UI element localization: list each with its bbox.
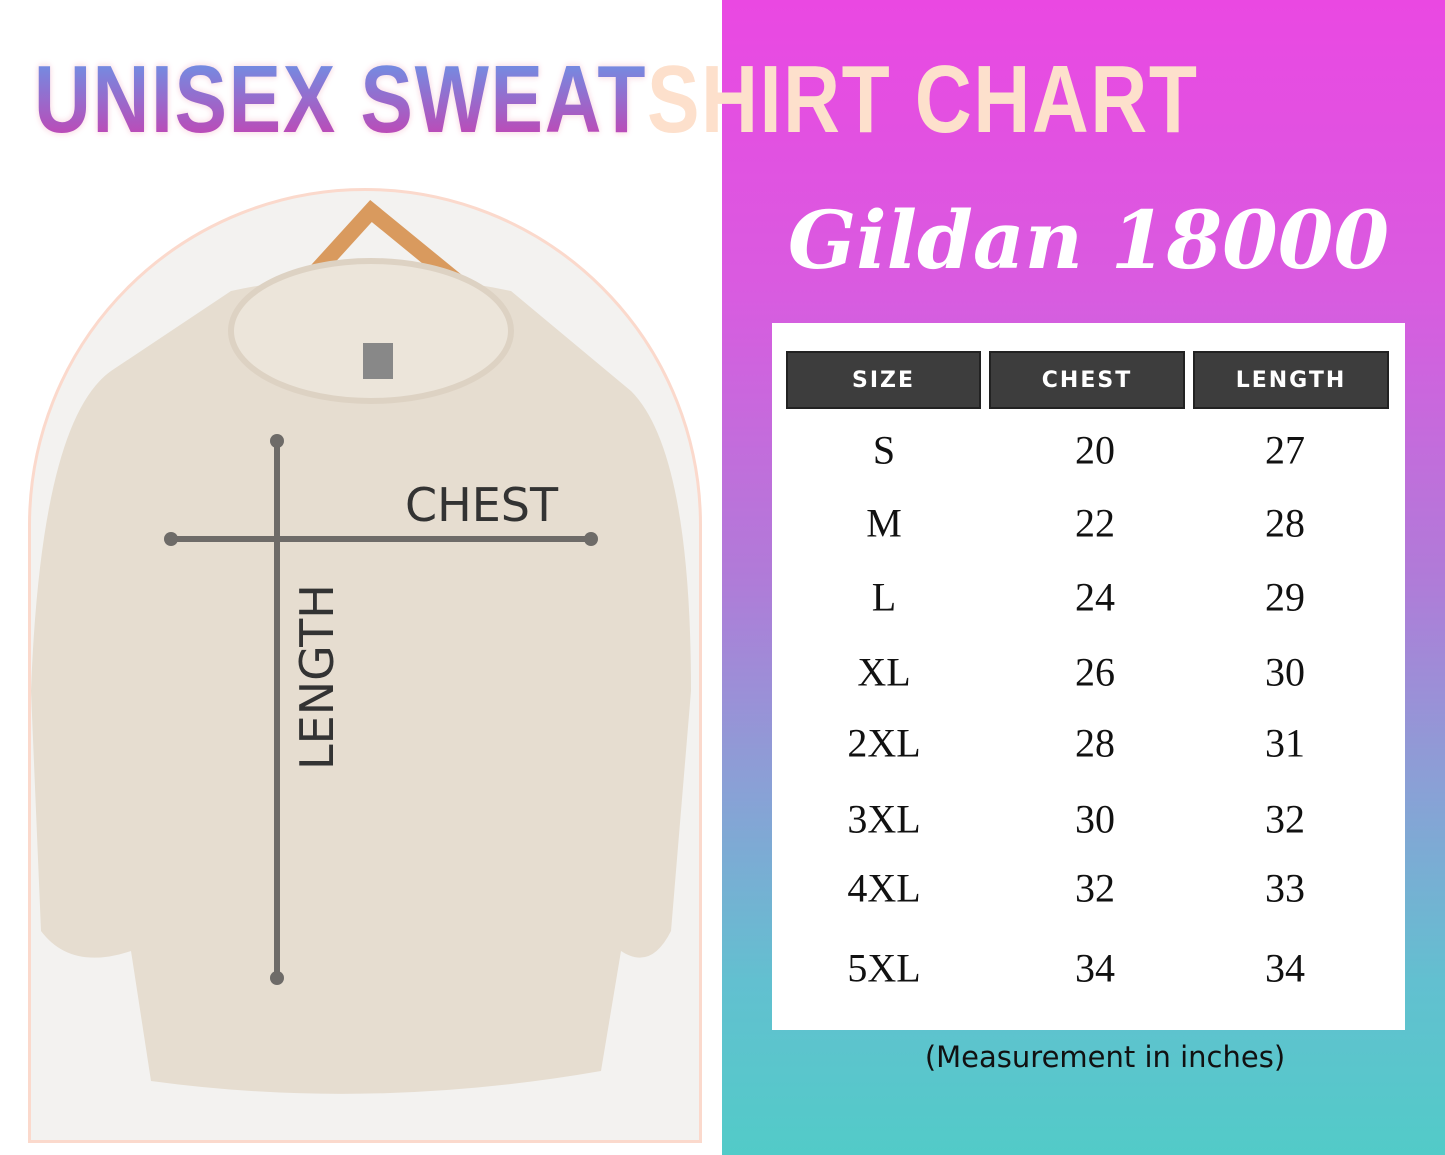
header-length: LENGTH — [1193, 351, 1389, 409]
cell-length: 33 — [1265, 865, 1305, 911]
cell-chest: 20 — [1075, 427, 1115, 473]
cell-chest: 26 — [1075, 649, 1115, 695]
cell-chest: 30 — [1075, 796, 1115, 842]
cell-length: 28 — [1265, 500, 1305, 546]
header-chest: CHEST — [989, 351, 1185, 409]
cell-size: M — [866, 500, 902, 546]
title: UNISEX SWEAT SHIRT CHART — [34, 40, 1199, 160]
cell-length: 32 — [1265, 796, 1305, 842]
title-part-1: UNISEX SWEAT — [34, 40, 647, 160]
cell-size: 4XL — [847, 865, 921, 911]
title-part-2: SHIRT CHART — [647, 46, 1199, 153]
length-line-end — [270, 971, 284, 985]
cell-chest: 22 — [1075, 500, 1115, 546]
cell-size: L — [871, 574, 897, 620]
cell-size: S — [872, 427, 896, 473]
cell-size: XL — [857, 649, 911, 695]
cell-length: 29 — [1265, 574, 1305, 620]
subtitle: Gildan 18000 — [787, 193, 1390, 287]
cell-size: 3XL — [847, 796, 921, 842]
cell-length: 30 — [1265, 649, 1305, 695]
chest-label: CHEST — [405, 478, 559, 532]
size-table: SIZE CHEST LENGTH S 20 27 M 22 28 L 24 29 XL 26 30 2… — [772, 323, 1405, 1030]
chest-line-end — [164, 532, 178, 546]
chest-line-end — [584, 532, 598, 546]
cell-chest: 28 — [1075, 720, 1115, 766]
length-label: LENGTH — [290, 584, 344, 770]
length-line-end — [270, 434, 284, 448]
tag — [363, 343, 393, 379]
sweatshirt-body — [31, 276, 691, 1094]
cell-size: 2XL — [847, 720, 921, 766]
cell-length: 27 — [1265, 427, 1305, 473]
header-size: SIZE — [786, 351, 981, 409]
cell-length: 31 — [1265, 720, 1305, 766]
cell-chest: 24 — [1075, 574, 1115, 620]
sweatshirt-illustration — [31, 199, 691, 1094]
collar — [228, 258, 514, 404]
photo-panel: CHEST LENGTH — [0, 0, 722, 1155]
cell-chest: 32 — [1075, 865, 1115, 911]
caption: (Measurement in inches) — [924, 1040, 1286, 1074]
cell-chest: 34 — [1075, 945, 1115, 991]
sweatshirt-photo — [28, 188, 702, 1143]
cell-size: 5XL — [847, 945, 921, 991]
cell-length: 34 — [1265, 945, 1305, 991]
